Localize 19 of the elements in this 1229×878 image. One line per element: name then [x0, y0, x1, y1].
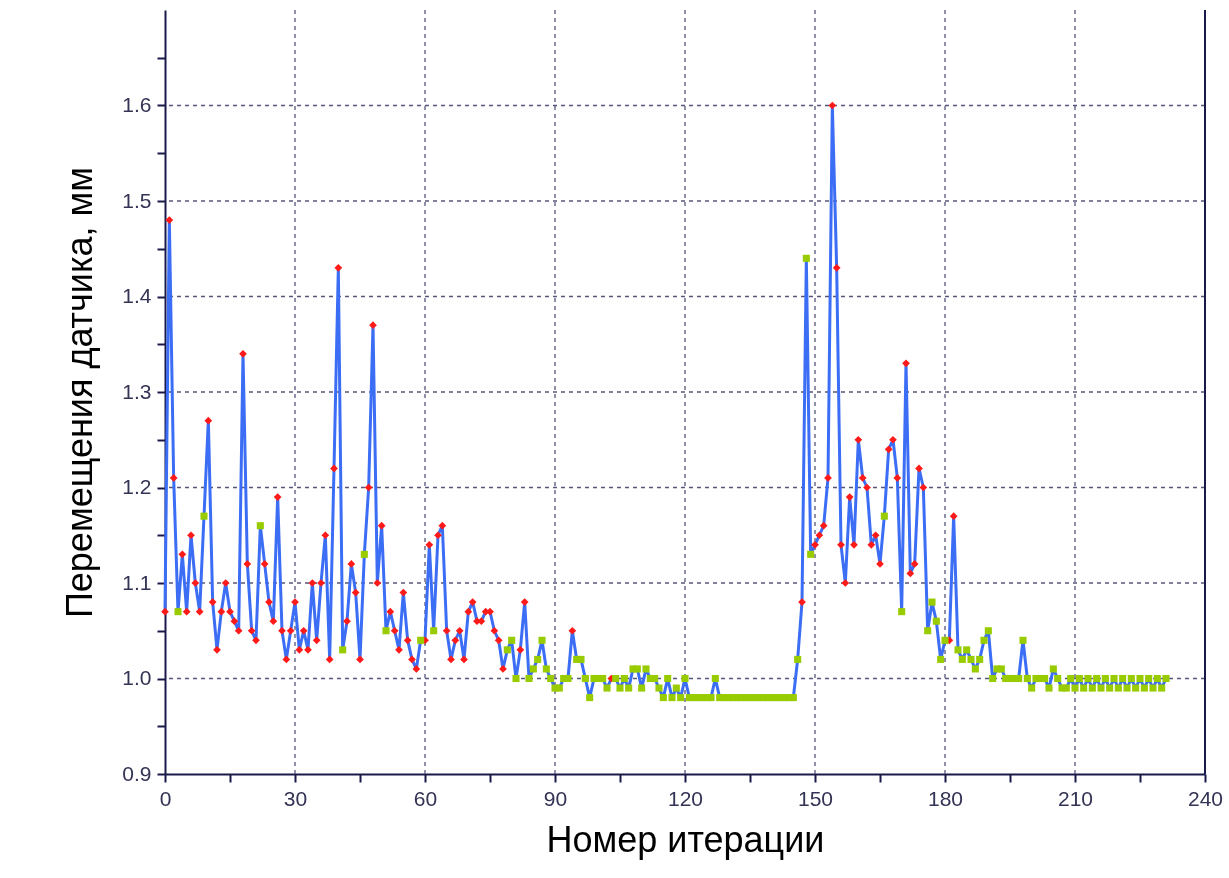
x-tick-label: 150 [797, 786, 834, 810]
x-tick-label: 120 [667, 786, 704, 810]
y-tick-label: 1.2 [122, 475, 152, 498]
y-tick-label: 1.3 [122, 379, 152, 403]
y-tick-label: 1.4 [122, 284, 152, 307]
x-axis-title: Номер итерации [546, 818, 825, 860]
y-tick-label: 1.1 [122, 570, 152, 594]
x-tick-label: 30 [283, 786, 308, 810]
x-tick-label: 90 [543, 786, 568, 810]
y-tick-label: 1.0 [122, 666, 152, 689]
y-tick-label: 1.5 [122, 188, 152, 212]
y-tick-label: 1.6 [122, 93, 152, 116]
x-tick-label: 210 [1057, 786, 1094, 810]
y-axis-title: Перемещения датчика, мм [59, 166, 101, 619]
x-tick-label: 0 [159, 786, 172, 810]
x-tick-label: 180 [927, 786, 964, 810]
x-tick-label: 60 [413, 786, 438, 810]
y-tick-label: 0.9 [122, 761, 152, 785]
x-tick-label: 240 [1187, 786, 1224, 810]
